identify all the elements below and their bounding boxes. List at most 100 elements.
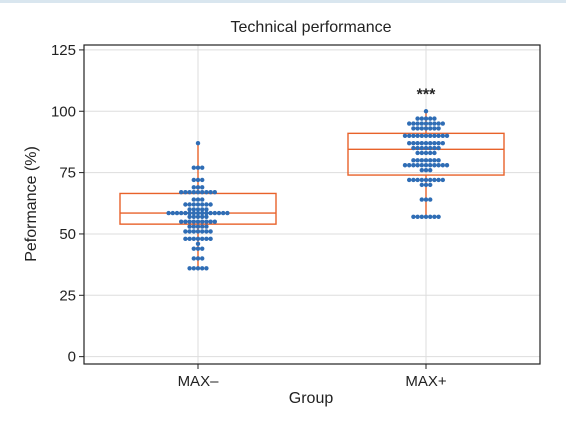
data-point: [212, 219, 217, 224]
data-point: [432, 133, 437, 138]
data-point: [428, 145, 433, 151]
data-point: [436, 163, 441, 168]
data-point: [200, 219, 205, 224]
data-point: [415, 121, 420, 126]
data-point: [444, 133, 450, 138]
data-point: [187, 229, 192, 234]
data-point: [204, 266, 209, 271]
data-point: [440, 140, 445, 146]
data-point: [428, 126, 433, 131]
data-point: [423, 150, 429, 156]
data-point: [423, 109, 429, 114]
data-point: [200, 177, 205, 183]
data-point: [208, 210, 213, 216]
data-point: [419, 145, 424, 151]
data-point: [415, 145, 420, 151]
data-point: [200, 207, 205, 212]
data-point: [208, 202, 213, 207]
data-point: [428, 121, 433, 126]
data-point: [204, 236, 209, 242]
data-point: [415, 158, 420, 163]
y-tick-label: 25: [59, 287, 76, 304]
data-point: [411, 214, 416, 219]
data-point: [174, 210, 180, 216]
data-point: [208, 229, 213, 234]
data-point: [195, 214, 201, 219]
data-point: [212, 210, 217, 216]
data-point: [407, 177, 412, 183]
data-point: [200, 266, 205, 271]
data-point: [208, 219, 213, 224]
data-point: [191, 219, 196, 224]
points: [166, 109, 450, 271]
data-point: [428, 197, 433, 202]
data-point: [419, 133, 424, 138]
data-point: [423, 116, 429, 121]
data-point: [402, 133, 408, 138]
data-point: [208, 190, 213, 195]
data-point: [436, 145, 441, 151]
data-point: [423, 126, 429, 131]
data-point: [191, 256, 196, 261]
data-point: [200, 256, 205, 261]
y-axis-label: Peformance (%): [23, 146, 40, 262]
data-point: [428, 163, 433, 168]
data-point: [183, 236, 188, 242]
data-point: [200, 165, 205, 170]
data-point: [423, 197, 429, 202]
data-point: [166, 210, 171, 216]
plot-frame: [83, 44, 541, 365]
data-point: [440, 177, 445, 183]
data-point: [191, 214, 196, 219]
data-point: [204, 190, 209, 195]
data-point: [183, 210, 188, 216]
data-point: [195, 165, 201, 170]
data-point: [402, 163, 408, 168]
data-point: [195, 236, 201, 242]
x-tick-label: MAX–: [178, 373, 220, 390]
data-point: [436, 133, 441, 138]
data-point: [428, 214, 433, 219]
data-point: [411, 121, 416, 126]
y-tick-label: 0: [68, 349, 76, 366]
data-point: [423, 167, 429, 173]
data-point: [436, 121, 441, 126]
data-point: [191, 224, 196, 229]
data-point: [436, 126, 441, 131]
data-point: [204, 207, 209, 212]
data-point: [428, 140, 433, 146]
data-point: [200, 236, 205, 242]
data-point: [419, 116, 424, 121]
data-point: [195, 229, 201, 234]
data-point: [191, 266, 196, 271]
data-point: [191, 207, 196, 212]
data-point: [195, 207, 201, 212]
data-point: [170, 210, 175, 216]
data-point: [407, 121, 412, 126]
data-point: [204, 202, 209, 207]
data-point: [432, 150, 437, 156]
data-point: [183, 219, 188, 224]
data-point: [191, 210, 196, 216]
data-point: [432, 121, 437, 126]
data-point: [191, 229, 196, 234]
data-point: [423, 140, 429, 146]
data-point: [204, 210, 209, 216]
data-point: [415, 140, 420, 146]
data-point: [191, 185, 196, 190]
data-point: [191, 177, 196, 183]
data-point: [423, 177, 429, 183]
data-point: [432, 140, 437, 146]
top-rule: [0, 0, 566, 3]
data-point: [195, 185, 201, 190]
y-tick-label: 75: [59, 165, 76, 182]
data-point: [200, 210, 205, 216]
data-point: [419, 182, 424, 188]
data-point: [195, 210, 201, 216]
data-point: [216, 210, 222, 216]
data-point: [428, 177, 433, 183]
data-point: [428, 167, 433, 173]
data-point: [428, 116, 433, 121]
data-point: [179, 190, 184, 195]
